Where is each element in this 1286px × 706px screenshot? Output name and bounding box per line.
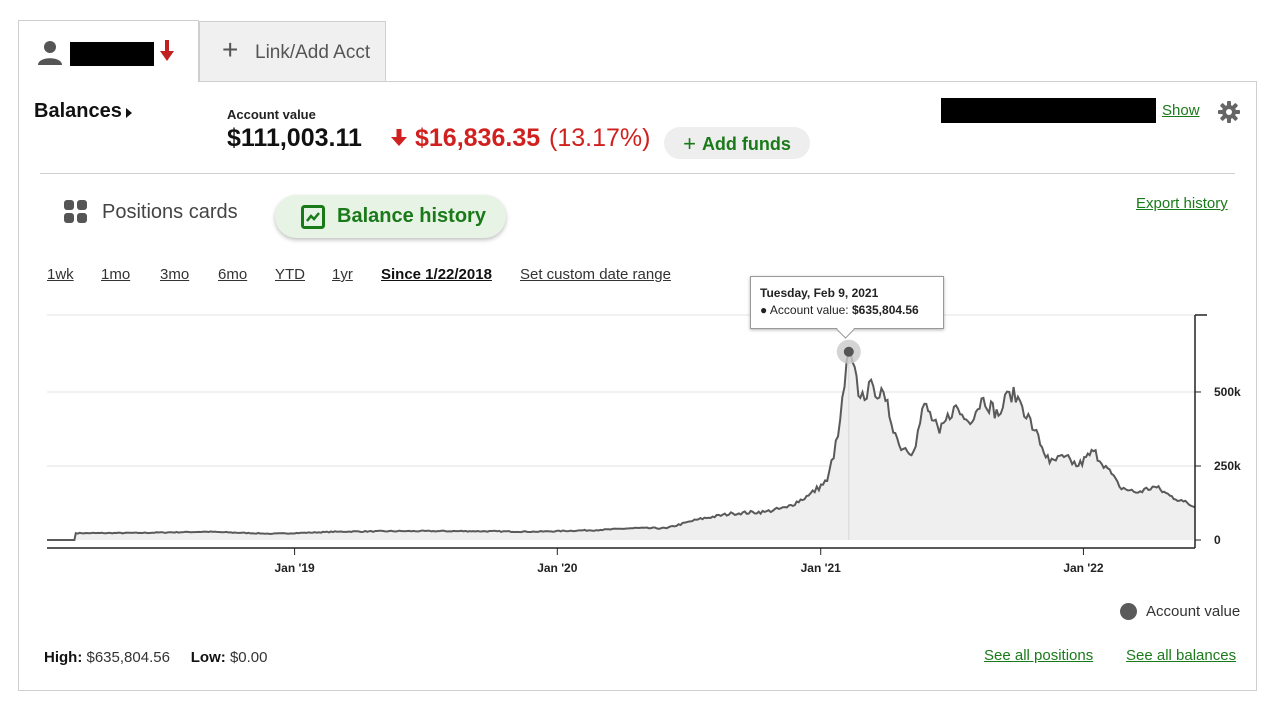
positions-cards-toggle[interactable]: Positions cards bbox=[64, 200, 238, 224]
arrow-down-icon bbox=[391, 129, 407, 146]
high-value: $635,804.56 bbox=[86, 649, 170, 666]
tab-link-add-account[interactable]: + Link/Add Acct bbox=[199, 21, 386, 82]
chart-tooltip: Tuesday, Feb 9, 2021 ● Account value: $6… bbox=[750, 276, 944, 329]
y-tick-label: 0 bbox=[1214, 533, 1221, 547]
y-tick-label: 500k bbox=[1214, 385, 1241, 399]
show-link[interactable]: Show bbox=[1162, 102, 1200, 119]
highlight-point bbox=[843, 346, 854, 357]
range-1yr[interactable]: 1yr bbox=[332, 266, 353, 283]
account-value: $111,003.11 bbox=[227, 124, 362, 152]
range-1wk[interactable]: 1wk bbox=[47, 266, 74, 283]
plus-icon: + bbox=[222, 34, 239, 65]
see-all-positions-link[interactable]: See all positions bbox=[984, 647, 1094, 664]
x-tick-label: Jan '19 bbox=[274, 561, 315, 575]
tooltip-series-label: Account value: bbox=[769, 303, 849, 317]
change-amount: $16,836.35 bbox=[415, 124, 541, 152]
high-label: High: bbox=[44, 649, 83, 666]
tooltip-value-row: ● Account value: $635,804.56 bbox=[760, 303, 919, 317]
tooltip-date: Tuesday, Feb 9, 2021 bbox=[760, 286, 879, 300]
change-percent: (13.17%) bbox=[549, 124, 651, 152]
redacted-account-number bbox=[941, 98, 1156, 123]
x-tick-label: Jan '20 bbox=[537, 561, 578, 575]
user-icon bbox=[38, 41, 62, 65]
add-funds-button[interactable]: + Add funds bbox=[664, 127, 810, 159]
series-area bbox=[47, 351, 1195, 540]
x-tick-label: Jan '21 bbox=[801, 561, 842, 575]
header-divider bbox=[40, 173, 1235, 174]
account-value-label: Account value bbox=[227, 107, 316, 122]
legend-dot bbox=[1120, 603, 1137, 620]
x-tick-label: Jan '22 bbox=[1063, 561, 1104, 575]
tab-account[interactable] bbox=[18, 20, 199, 82]
balance-history-toggle[interactable]: Balance history bbox=[275, 195, 506, 238]
range-6mo[interactable]: 6mo bbox=[218, 266, 248, 283]
tab-link-add-label: Link/Add Acct bbox=[255, 42, 371, 63]
balances-panel bbox=[18, 81, 1257, 691]
line-chart-icon bbox=[301, 204, 325, 229]
gear-icon[interactable] bbox=[1218, 101, 1240, 123]
chart-legend[interactable]: Account value bbox=[1120, 603, 1240, 620]
export-history-link[interactable]: Export history bbox=[1136, 195, 1228, 212]
range-3mo[interactable]: 3mo bbox=[160, 266, 190, 283]
grid-icon bbox=[64, 200, 87, 223]
tooltip-value: $635,804.56 bbox=[851, 303, 919, 317]
caret-right-icon[interactable] bbox=[126, 108, 132, 118]
low-label: Low: bbox=[190, 649, 226, 666]
range-since-start[interactable]: Since 1/22/2018 bbox=[381, 266, 492, 283]
add-funds-label: Add funds bbox=[701, 134, 791, 154]
range-custom[interactable]: Set custom date range bbox=[520, 266, 671, 283]
positions-cards-label: Positions cards bbox=[102, 200, 238, 223]
y-tick-label: 250k bbox=[1214, 459, 1241, 473]
arrow-down-icon bbox=[160, 40, 174, 61]
high-low-summary: High: $635,804.56 Low: $0.00 bbox=[44, 649, 267, 666]
low-value: $0.00 bbox=[229, 649, 268, 666]
plus-icon: + bbox=[683, 131, 696, 156]
range-ytd[interactable]: YTD bbox=[275, 266, 305, 283]
balances-title[interactable]: Balances bbox=[34, 100, 122, 122]
redacted-account-name bbox=[70, 42, 154, 66]
legend-label: Account value bbox=[1146, 603, 1241, 620]
range-1mo[interactable]: 1mo bbox=[101, 266, 131, 283]
series-line bbox=[47, 350, 1196, 541]
balance-history-label: Balance history bbox=[337, 205, 486, 227]
see-all-balances-link[interactable]: See all balances bbox=[1126, 647, 1237, 664]
